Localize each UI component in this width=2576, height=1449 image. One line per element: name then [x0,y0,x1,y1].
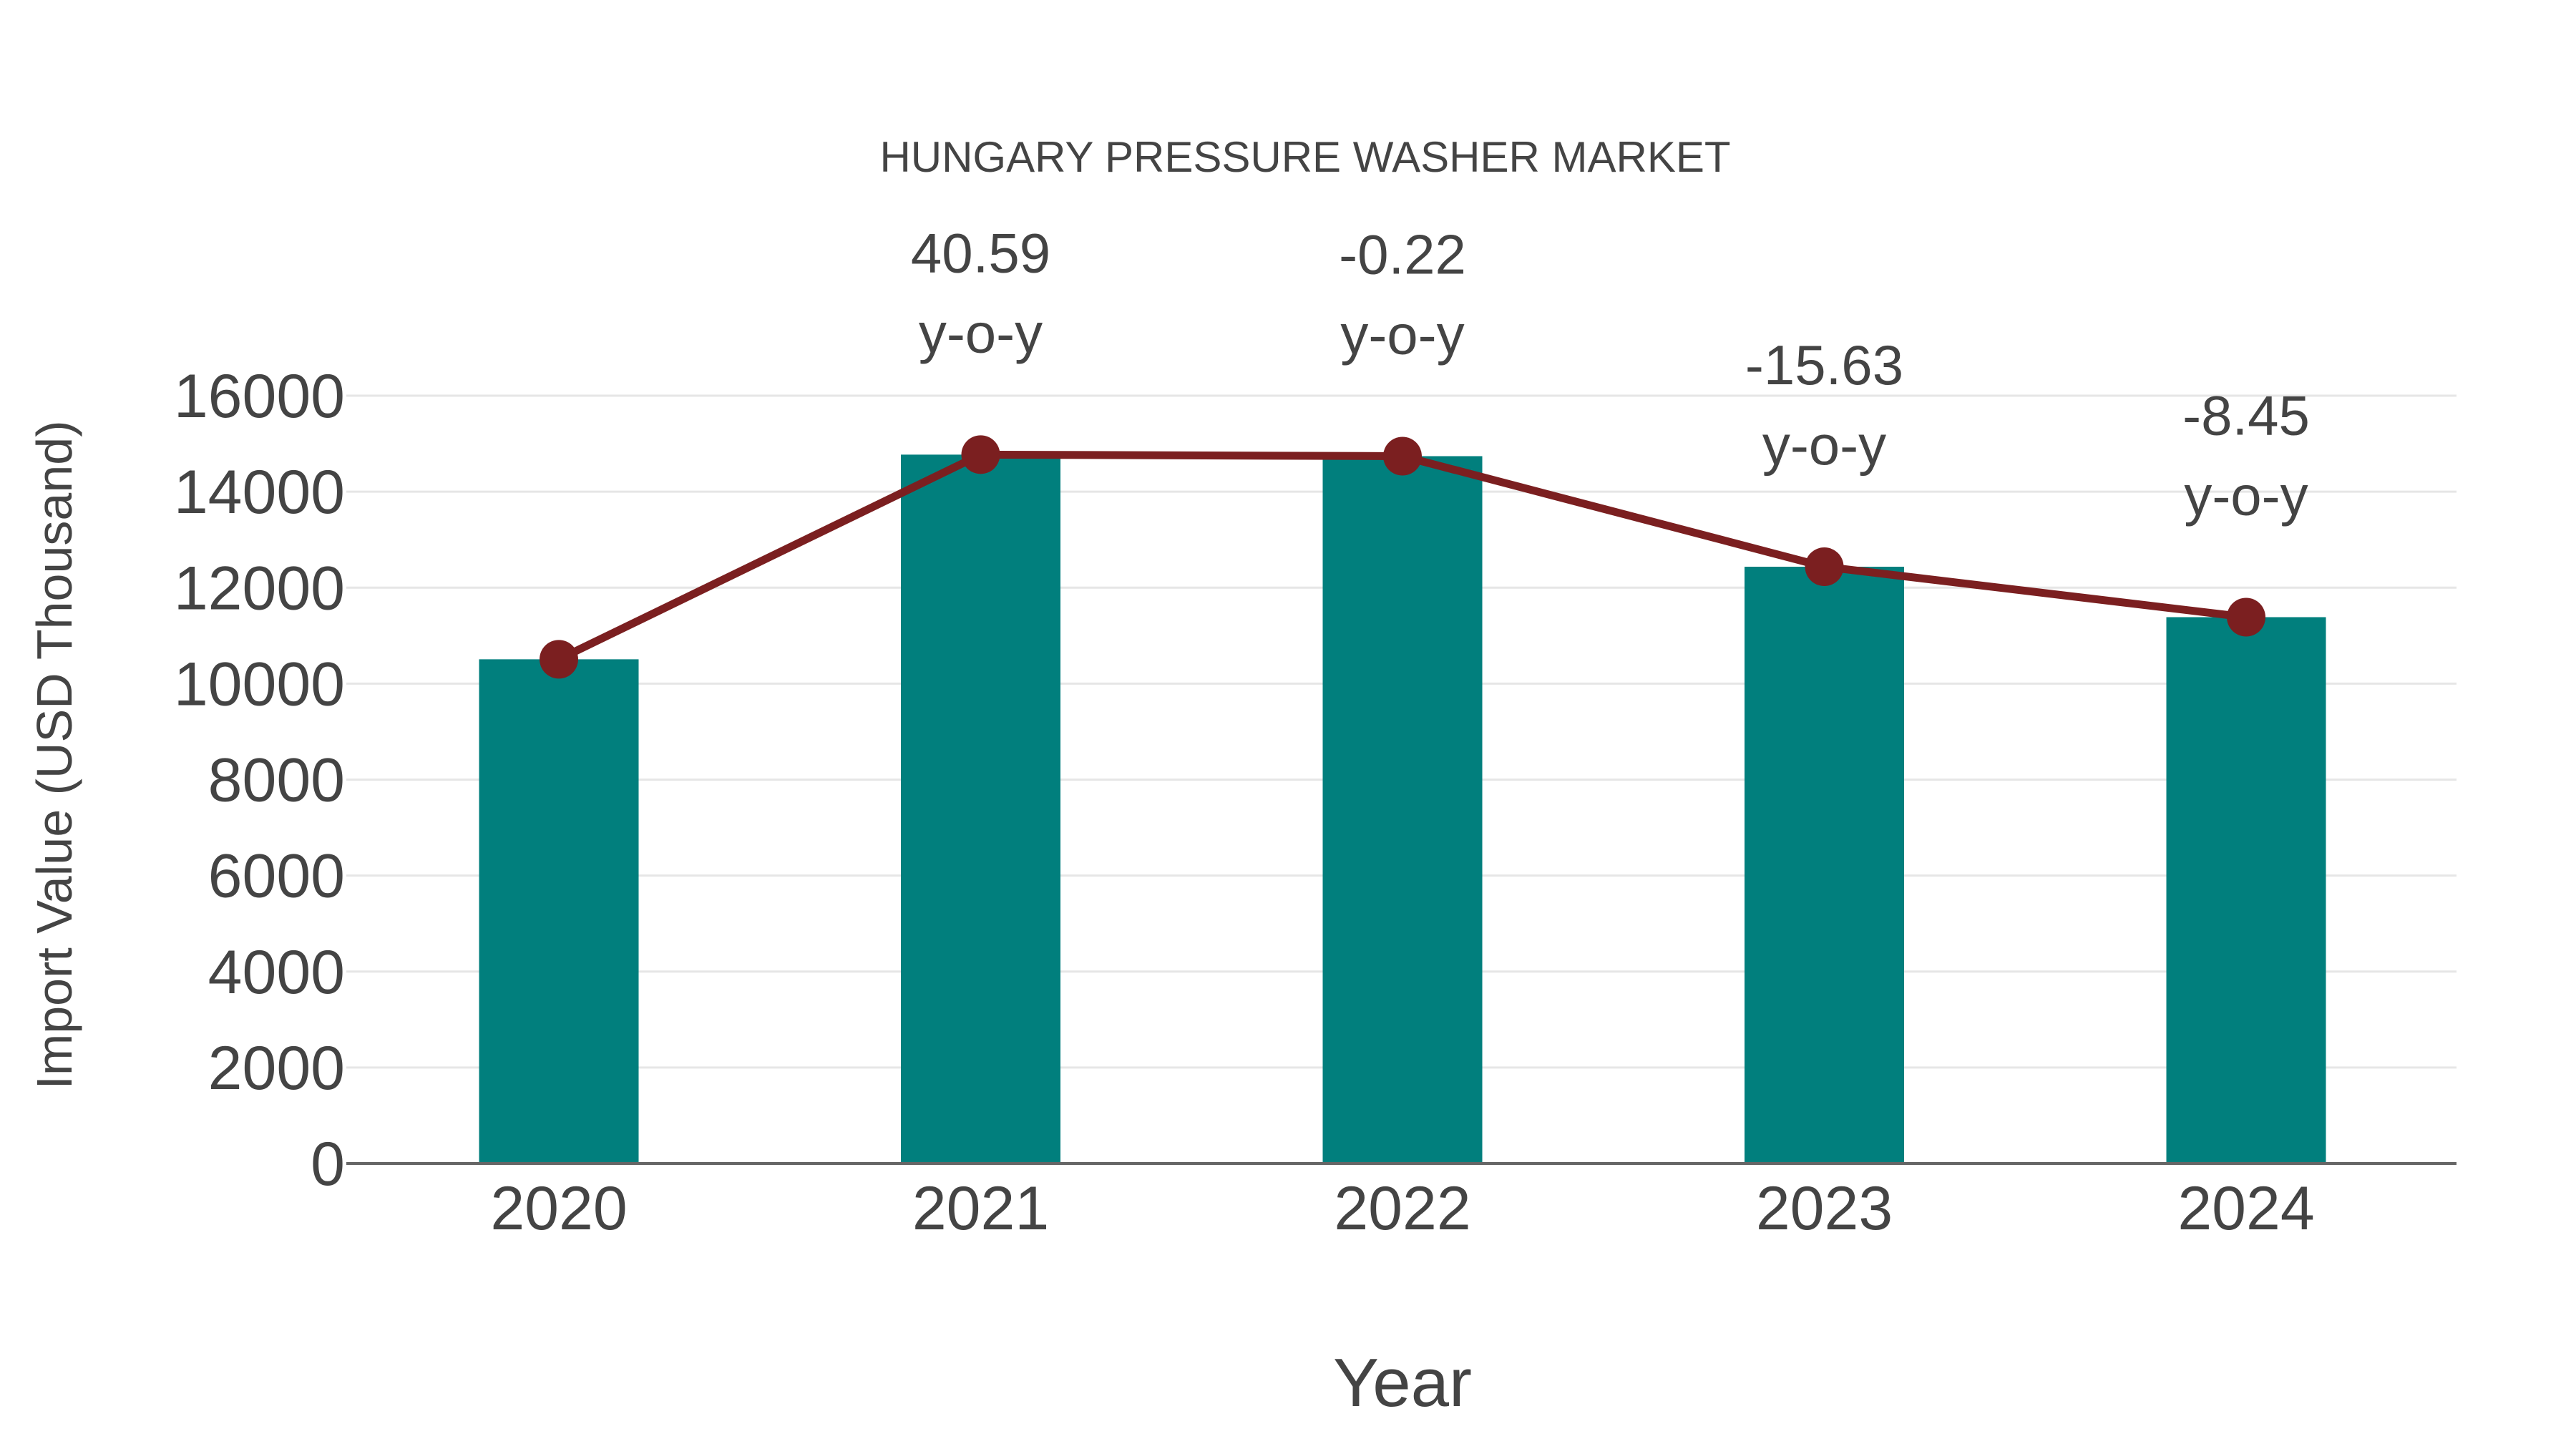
x-tick-label: 2020 [490,1174,627,1243]
bar-2024 [2166,617,2326,1163]
marker-2023 [1805,547,1844,587]
yoy-value: 40.59 [911,221,1050,284]
yoy-value: -8.45 [2182,384,2310,447]
bar-2020 [479,659,639,1163]
y-tick-label: 6000 [208,842,345,911]
yoy-label: y-o-y [1762,414,1886,477]
y-tick-label: 16000 [174,362,345,431]
bar-2021 [901,454,1060,1163]
marker-2021 [961,435,1000,474]
y-tick-label: 14000 [174,458,345,527]
marker-2022 [1383,436,1422,476]
marker-2024 [2227,597,2265,637]
x-axis-title: Year [1333,1345,1472,1421]
yoy-label: y-o-y [919,301,1043,364]
yoy-label: y-o-y [1340,303,1464,366]
x-tick-label: 2022 [1334,1174,1470,1243]
marker-2020 [540,640,578,679]
y-tick-label: 10000 [174,650,345,718]
x-tick-label: 2024 [2177,1174,2314,1243]
yoy-value: -0.22 [1339,223,1466,286]
bar-2023 [1745,567,1904,1163]
y-tick-label: 0 [311,1130,345,1199]
chart-title: HUNGARY PRESSURE WASHER MARKET [879,133,1730,181]
trend-line [540,435,2265,679]
yoy-annotations: 40.59 y-o-y -0.22 y-o-y -15.63 y-o-y -8.45 y-o-… [911,221,2310,527]
bar-2022 [1322,456,1483,1163]
y-tick-label: 2000 [208,1034,345,1103]
y-axis-title: Import Value (USD Thousand) [26,420,82,1089]
y-axis-ticks: 0 2000 4000 6000 8000 10000 12000 14000 16000 [174,362,345,1199]
bars [479,454,2326,1163]
y-tick-label: 12000 [174,554,345,623]
y-tick-label: 4000 [208,938,345,1007]
y-tick-label: 8000 [208,746,345,815]
yoy-label: y-o-y [2184,464,2308,527]
yoy-value: -15.63 [1745,333,1903,396]
x-axis-ticks: 2020 2021 2022 2023 2024 [490,1174,2314,1243]
x-tick-label: 2021 [912,1174,1049,1243]
x-tick-label: 2023 [1756,1174,1893,1243]
